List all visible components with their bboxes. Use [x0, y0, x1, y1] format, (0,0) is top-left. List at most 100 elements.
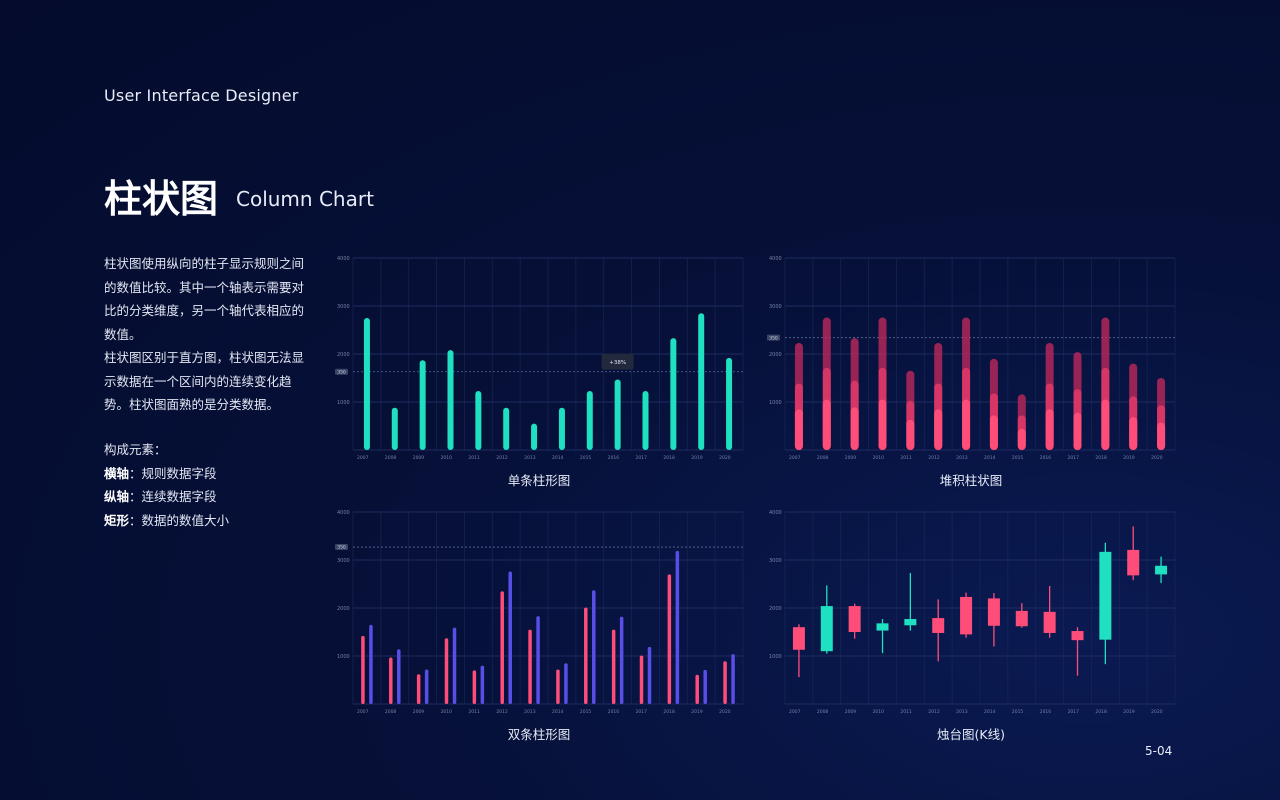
chart-title: 双条柱形图	[507, 727, 571, 742]
reference-tag	[335, 368, 348, 375]
x-tick-label: 2010	[441, 709, 453, 715]
bar	[416, 674, 421, 704]
stack-segment	[989, 415, 998, 450]
reference-tag	[767, 334, 780, 341]
candle-body	[932, 618, 945, 633]
element-row: 纵轴：连续数据字段	[104, 485, 229, 509]
x-tick-label: 2010	[873, 709, 885, 715]
bar	[611, 629, 616, 704]
candle-body	[960, 596, 973, 635]
brand-label: User Interface Designer	[104, 86, 299, 105]
candlestick-chart: 1000 2000 3000 4000 2007 2008 2009 2010 2011 2012…	[767, 509, 1176, 749]
x-tick-label: 2017	[1068, 455, 1080, 461]
candle-body	[904, 619, 917, 626]
candle-body	[1043, 611, 1056, 633]
bar	[564, 663, 568, 704]
bar	[695, 674, 699, 704]
bar	[424, 669, 429, 704]
bar	[475, 390, 482, 450]
bar	[419, 360, 426, 450]
bar	[369, 624, 373, 704]
stack-segment	[906, 419, 915, 450]
candle-body	[876, 623, 889, 631]
x-tick-label: 2009	[845, 709, 857, 715]
stack-segment	[822, 399, 831, 450]
bar	[444, 638, 449, 704]
x-tick-label: 2016	[1040, 455, 1052, 461]
x-tick-label: 2009	[413, 709, 425, 715]
tooltip-box	[601, 353, 634, 370]
x-tick-label: 2019	[1123, 709, 1135, 715]
element-text: ：规则数据字段	[129, 465, 217, 481]
y-tick-label: 4000	[769, 256, 782, 262]
bar	[726, 357, 733, 450]
bar	[447, 350, 454, 450]
x-tick-label: 2016	[1040, 709, 1052, 715]
x-tick-label: 2020	[1151, 709, 1163, 715]
reference-label: 350	[337, 369, 346, 375]
stack-segment	[934, 409, 943, 450]
x-tick-label: 2007	[357, 455, 369, 461]
bar	[723, 661, 727, 704]
bar	[452, 627, 457, 704]
single-bar-chart-plot: 1000 2000 3000 4000 2007 2008 2009 2010 2011 2012…	[335, 256, 744, 461]
candlestick-chart-plot: 1000 2000 3000 4000 2007 2008 2009 2010 2011 2012…	[769, 510, 1176, 715]
reference-label: 350	[769, 335, 778, 341]
x-tick-label: 2008	[385, 709, 397, 715]
bar	[619, 616, 624, 704]
x-tick-label: 2020	[1151, 455, 1163, 461]
bar	[528, 629, 532, 704]
x-tick-label: 2017	[1068, 709, 1080, 715]
x-tick-label: 2008	[385, 455, 397, 461]
x-tick-label: 2012	[496, 709, 508, 715]
element-text: ：连续数据字段	[129, 489, 217, 504]
candle-body	[1155, 565, 1168, 575]
x-tick-label: 2014	[984, 455, 996, 461]
y-tick-label: 4000	[769, 510, 782, 516]
bar	[531, 423, 538, 450]
stack-segment	[878, 399, 887, 450]
bar	[480, 665, 485, 704]
x-tick-label: 2011	[900, 455, 912, 461]
x-tick-label: 2012	[928, 709, 940, 715]
description: 柱状图使用纵向的柱子显示规则之间的数值比较。其中一个轴表示需要对比的分类维度，另…	[104, 252, 310, 417]
bar	[586, 390, 593, 450]
reference-tag	[335, 544, 348, 551]
bar	[363, 318, 370, 450]
x-tick-label: 2016	[608, 455, 620, 461]
x-tick-label: 2012	[496, 455, 508, 461]
y-tick-label: 1000	[769, 400, 782, 406]
x-tick-label: 2018	[1095, 455, 1107, 461]
x-tick-label: 2015	[580, 455, 592, 461]
y-tick-label: 2000	[769, 606, 782, 612]
bar	[731, 654, 735, 704]
candle-body	[1127, 549, 1140, 576]
y-tick-label: 3000	[337, 558, 350, 564]
x-tick-label: 2017	[636, 709, 648, 715]
y-tick-label: 3000	[337, 304, 350, 310]
page-title: 柱状图	[104, 177, 219, 221]
y-tick-label: 2000	[769, 352, 782, 358]
bar	[703, 669, 707, 704]
element-term: 纵轴	[104, 489, 130, 504]
x-tick-label: 2019	[691, 709, 703, 715]
x-tick-label: 2017	[636, 455, 648, 461]
candle-body	[848, 606, 861, 632]
stack-segment	[850, 407, 859, 450]
double-bar-chart: 1000 2000 3000 4000 2007 2008 2009 2010 2011 2012…	[335, 509, 744, 749]
x-tick-label: 2011	[900, 709, 912, 715]
x-tick-label: 2007	[357, 709, 369, 715]
stack-segment	[962, 399, 971, 450]
x-tick-label: 2010	[441, 455, 453, 461]
x-tick-label: 2010	[873, 455, 885, 461]
bar	[558, 407, 565, 450]
tooltip-text: +38%	[609, 360, 626, 366]
x-tick-label: 2020	[719, 709, 731, 715]
x-tick-label: 2016	[608, 709, 620, 715]
bar	[647, 646, 652, 704]
y-tick-label: 3000	[769, 558, 782, 564]
reference-label: 350	[337, 545, 346, 551]
x-tick-label: 2014	[984, 709, 996, 715]
elements-list: 构成元素： 横轴：规则数据字段 纵轴：连续数据字段 矩形：数据的数值大小	[104, 438, 229, 532]
bar	[361, 635, 365, 704]
